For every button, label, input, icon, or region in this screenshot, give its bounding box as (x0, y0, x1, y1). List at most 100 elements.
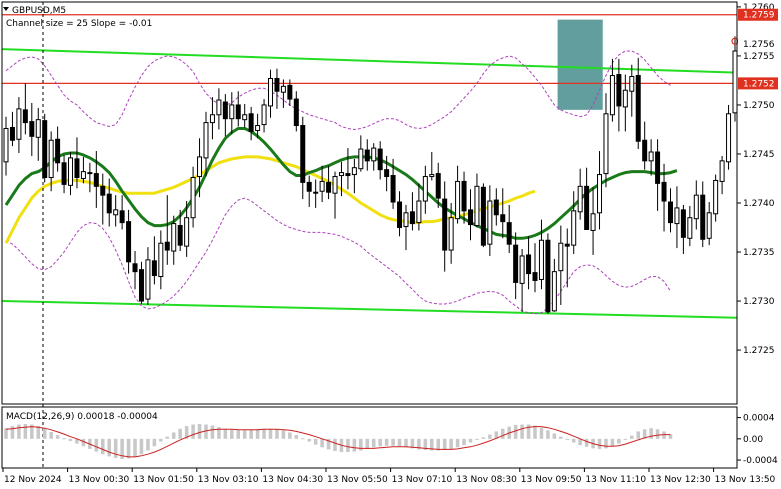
candle-body (151, 260, 157, 277)
upper-band-line (5, 50, 671, 131)
candle-body (519, 255, 525, 284)
price-level-label: 1.2752 (743, 79, 775, 89)
candle-body (616, 74, 622, 107)
candle-body (526, 254, 532, 275)
candle-body (455, 180, 461, 220)
macd-histogram-bar (81, 438, 86, 447)
macd-histogram-bar (597, 438, 602, 449)
macd-histogram-bar (113, 438, 118, 458)
macd-histogram-bar (217, 427, 221, 439)
macd-histogram-bar (468, 438, 473, 443)
time-tick-label: 13 Nov 09:50 (521, 475, 582, 485)
candle-body (80, 171, 86, 179)
candle-body (377, 148, 383, 171)
candle-body (500, 214, 506, 223)
highlight-zones (557, 19, 603, 110)
candle-body (242, 114, 248, 121)
candle-body (358, 148, 364, 170)
time-tick-label: 13 Nov 00:30 (69, 475, 130, 485)
macd-histogram-bar (313, 438, 318, 445)
price-axis-ticks: 1.2760 1.2755 1.2750 1.2745 1.2740 1.2735 1.27… (737, 3, 775, 356)
macd-histogram-bar (107, 438, 111, 457)
macd-histogram-bar (294, 435, 299, 439)
candle-body (577, 185, 583, 213)
macd-histogram-bar (49, 431, 53, 439)
candle-body (732, 50, 738, 114)
candle-body (3, 127, 9, 163)
candle-body (655, 151, 661, 184)
macd-label: MACD(12,26,9) 0.00018 -0.00004 (6, 412, 158, 422)
candle-body (480, 186, 486, 246)
macd-panel-frame (1, 406, 738, 469)
macd-histogram-bar (397, 438, 402, 447)
macd-histogram-bar (571, 438, 576, 443)
macd-tick-label: 0.00 (743, 435, 763, 445)
candle-body (268, 77, 274, 107)
candle-body (687, 217, 693, 239)
channel-lines (1, 48, 738, 319)
candle-body (461, 180, 467, 212)
macd-histogram-bar (662, 431, 666, 439)
candle-body (667, 201, 673, 224)
macd-histogram-bar (75, 438, 79, 444)
macd-histogram-bar (649, 428, 653, 439)
candle-body (138, 269, 144, 302)
time-tick-label: 13 Nov 07:10 (392, 475, 453, 485)
time-tick-label: 13 Nov 08:30 (456, 475, 517, 485)
macd-histogram-bar (178, 428, 182, 439)
candle-body (255, 125, 261, 131)
macd-histogram-bar (604, 438, 608, 449)
candle-body (345, 173, 351, 177)
candle-body (197, 156, 203, 178)
macd-histogram-bar (197, 423, 202, 439)
candle-body (693, 194, 699, 220)
macd-histogram-bar (455, 438, 460, 448)
macd-histogram-bar (307, 438, 311, 442)
candle-body (106, 193, 112, 214)
macd-histogram-bar (320, 438, 324, 448)
collapse-triangle-icon[interactable] (3, 7, 9, 11)
macd-histogram-bar (62, 438, 66, 440)
candle-body (680, 209, 686, 238)
macd-histogram-bar (333, 438, 337, 452)
macd-histogram-bar (159, 438, 163, 442)
candle-body (55, 138, 61, 164)
macd-histogram-bar (417, 438, 421, 450)
candle-body (93, 173, 99, 187)
candle-body (177, 225, 183, 246)
macd-histogram-bar (539, 427, 544, 439)
price-level-labels: 1.2759 1.2756 1.2752 (738, 8, 778, 90)
time-tick-label: 13 Nov 04:30 (262, 475, 323, 485)
candle-body (429, 174, 435, 178)
candle-body (409, 211, 415, 225)
macd-histogram-bar (281, 430, 286, 439)
price-level-label: 1.2756 (743, 40, 775, 50)
candle-body (642, 139, 648, 162)
macd-histogram-bar (230, 429, 234, 439)
candle-body (68, 157, 74, 186)
macd-histogram-bar (249, 429, 253, 439)
price-level-label: 1.2759 (743, 11, 775, 21)
candle-body (435, 173, 441, 199)
candle-body (248, 113, 254, 132)
time-tick-label: 13 Nov 03:10 (198, 475, 259, 485)
macd-histogram-bar (378, 438, 382, 447)
candle-body (74, 158, 80, 179)
lower-band-line (5, 197, 671, 315)
candle-body (448, 217, 454, 251)
macd-histogram-bar (384, 438, 389, 446)
macd-histogram-bar (655, 429, 660, 439)
candle-body (164, 241, 170, 251)
envelope-bands (5, 50, 671, 315)
candle-body (300, 125, 306, 183)
macd-histogram-bar (391, 438, 395, 446)
macd-histogram-bar (146, 438, 150, 451)
candle-body (538, 239, 544, 280)
macd-histogram-bar (17, 424, 21, 439)
candle-body (571, 210, 577, 246)
macd-histogram-bar (262, 428, 266, 439)
macd-histogram-bar (133, 438, 137, 457)
price-level-box (738, 77, 778, 90)
macd-histogram-bar (352, 438, 357, 452)
